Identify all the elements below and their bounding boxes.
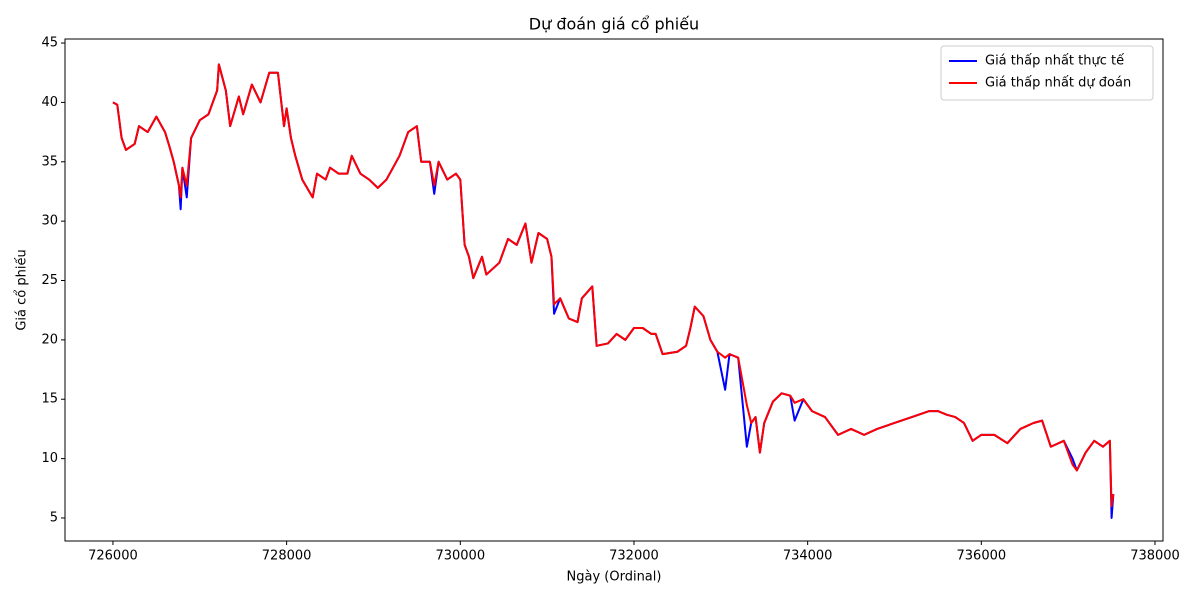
y-tick-label: 25 <box>41 273 58 288</box>
x-tick-label: 730000 <box>435 549 485 564</box>
legend-label: Giá thấp nhất dự đoán <box>985 76 1131 91</box>
x-axis-label: Ngày (Ordinal) <box>567 570 662 585</box>
x-tick-label: 738000 <box>1130 549 1180 564</box>
y-tick-label: 35 <box>41 154 58 169</box>
y-tick-label: 10 <box>41 451 58 466</box>
legend-box <box>940 45 1154 101</box>
x-tick-label: 726000 <box>88 549 138 564</box>
x-tick-label: 736000 <box>957 549 1007 564</box>
x-tick-label: 728000 <box>262 549 312 564</box>
y-tick-label: 40 <box>41 95 58 110</box>
legend-label: Giá thấp nhất thực tế <box>985 54 1124 69</box>
y-tick-label: 30 <box>41 214 58 229</box>
x-tick-label: 734000 <box>783 549 833 564</box>
y-tick-label: 45 <box>41 36 58 51</box>
y-tick-label: 5 <box>50 510 58 525</box>
y-tick-label: 20 <box>41 332 58 347</box>
series-line <box>112 63 1115 508</box>
x-tick-label: 732000 <box>609 549 659 564</box>
y-axis-label: Giá cổ phiếu <box>15 249 30 330</box>
plot-frame <box>64 38 1164 542</box>
y-tick-label: 15 <box>41 392 58 407</box>
chart-title: Dự đoán giá cổ phiếu <box>529 15 699 34</box>
